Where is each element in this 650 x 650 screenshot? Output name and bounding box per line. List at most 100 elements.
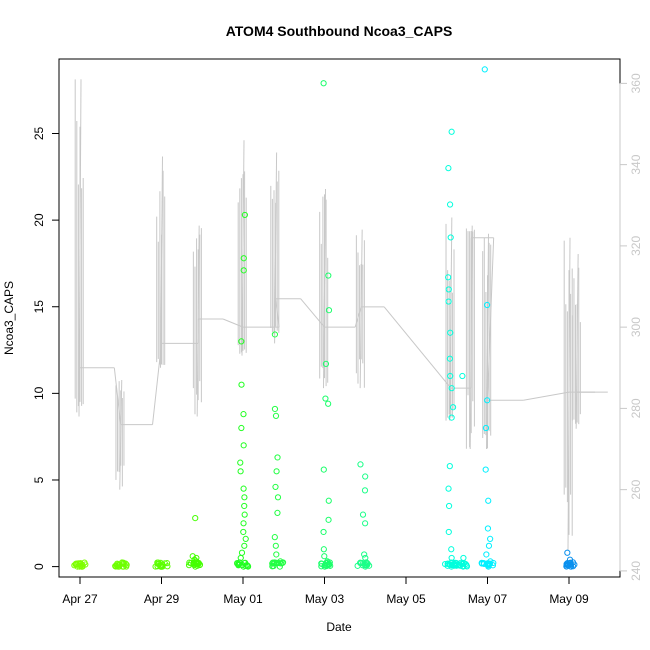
secondary-spike bbox=[241, 140, 245, 356]
data-point bbox=[120, 563, 127, 570]
data-point bbox=[482, 466, 489, 473]
secondary-connector bbox=[222, 318, 244, 328]
data-point bbox=[325, 400, 332, 407]
data-point bbox=[445, 286, 452, 293]
data-point bbox=[357, 461, 364, 468]
secondary-spike bbox=[160, 156, 163, 368]
data-point bbox=[361, 551, 368, 558]
data-point bbox=[564, 549, 571, 556]
data-point bbox=[484, 525, 492, 532]
secondary-spike bbox=[274, 152, 278, 344]
data-point bbox=[487, 558, 494, 565]
data-point bbox=[453, 562, 460, 569]
data-point bbox=[241, 560, 248, 567]
secondary-spike bbox=[323, 189, 326, 389]
data-point bbox=[460, 563, 467, 570]
data-point bbox=[238, 424, 245, 432]
data-point bbox=[240, 485, 247, 492]
y-tick-label: 10 bbox=[32, 386, 46, 400]
data-point bbox=[238, 338, 245, 345]
data-point bbox=[483, 301, 491, 309]
y-tick-label: 25 bbox=[32, 127, 46, 141]
data-point bbox=[445, 274, 452, 281]
secondary-connector bbox=[113, 367, 122, 425]
data-point bbox=[193, 554, 200, 562]
data-point bbox=[445, 485, 452, 492]
x-axis-label: Date bbox=[326, 620, 352, 634]
x-tick-label: May 07 bbox=[468, 592, 508, 606]
data-point bbox=[272, 542, 279, 549]
data-point bbox=[442, 561, 449, 568]
chart-title: ATOM4 Southbound Ncoa3_CAPS bbox=[226, 23, 453, 39]
data-point bbox=[325, 307, 333, 314]
scatter-series bbox=[71, 66, 578, 570]
data-point bbox=[321, 563, 328, 570]
x-tick-label: May 05 bbox=[386, 592, 426, 606]
data-point bbox=[320, 466, 327, 473]
data-point bbox=[318, 560, 325, 567]
data-point bbox=[189, 553, 196, 560]
data-point bbox=[240, 442, 247, 449]
x-tick-label: Apr 27 bbox=[62, 592, 98, 606]
data-point bbox=[272, 412, 280, 419]
data-point bbox=[320, 546, 327, 553]
data-point bbox=[320, 528, 327, 536]
y2-tick-label: 340 bbox=[629, 154, 643, 174]
data-point bbox=[447, 234, 454, 241]
data-point bbox=[448, 414, 455, 421]
data-point bbox=[487, 535, 494, 542]
data-point bbox=[478, 559, 485, 566]
data-point bbox=[79, 563, 86, 570]
data-point bbox=[186, 559, 193, 566]
data-point bbox=[234, 559, 241, 567]
data-point bbox=[448, 546, 455, 553]
data-point bbox=[485, 497, 492, 504]
data-point bbox=[359, 511, 367, 518]
data-point bbox=[274, 454, 281, 461]
data-point bbox=[322, 360, 330, 368]
data-point bbox=[157, 559, 164, 567]
data-point bbox=[482, 424, 490, 432]
data-point bbox=[448, 128, 455, 135]
data-point bbox=[485, 542, 493, 549]
y-tick-label: 15 bbox=[32, 300, 46, 314]
data-point bbox=[362, 563, 369, 570]
y-axis-right: 240 260 280 300 320 340 360 bbox=[619, 73, 643, 581]
data-point bbox=[242, 535, 249, 542]
y2-tick-label: 320 bbox=[629, 236, 643, 256]
y-tick-label: 5 bbox=[32, 476, 46, 483]
data-point bbox=[448, 554, 455, 562]
secondary-connector bbox=[354, 306, 362, 328]
data-point bbox=[481, 66, 488, 73]
data-point bbox=[241, 494, 248, 501]
data-point bbox=[116, 563, 123, 570]
data-point bbox=[240, 520, 247, 527]
y-tick-label: 20 bbox=[32, 213, 46, 227]
data-point bbox=[320, 80, 327, 87]
secondary-connector bbox=[300, 298, 325, 328]
y2-tick-label: 300 bbox=[629, 317, 643, 337]
data-point bbox=[238, 549, 246, 556]
data-point bbox=[274, 509, 281, 516]
secondary-spike bbox=[486, 233, 489, 450]
secondary-series bbox=[74, 79, 608, 551]
data-point bbox=[193, 558, 200, 565]
data-point bbox=[325, 516, 332, 523]
secondary-connector bbox=[487, 237, 495, 401]
data-point bbox=[447, 372, 454, 380]
x-tick-label: Apr 29 bbox=[144, 592, 180, 606]
data-point bbox=[119, 560, 126, 567]
data-point bbox=[163, 560, 171, 567]
data-point bbox=[324, 558, 331, 565]
data-point bbox=[271, 331, 279, 338]
data-point bbox=[272, 483, 279, 491]
data-point bbox=[322, 395, 329, 402]
data-point bbox=[241, 542, 248, 549]
secondary-connector bbox=[275, 298, 280, 328]
y-axis: 0 5 10 15 20 25 bbox=[32, 127, 60, 570]
y2-tick-label: 360 bbox=[629, 73, 643, 93]
data-point bbox=[449, 404, 457, 411]
data-point bbox=[362, 554, 369, 562]
data-point bbox=[448, 385, 455, 392]
data-point bbox=[273, 468, 280, 475]
